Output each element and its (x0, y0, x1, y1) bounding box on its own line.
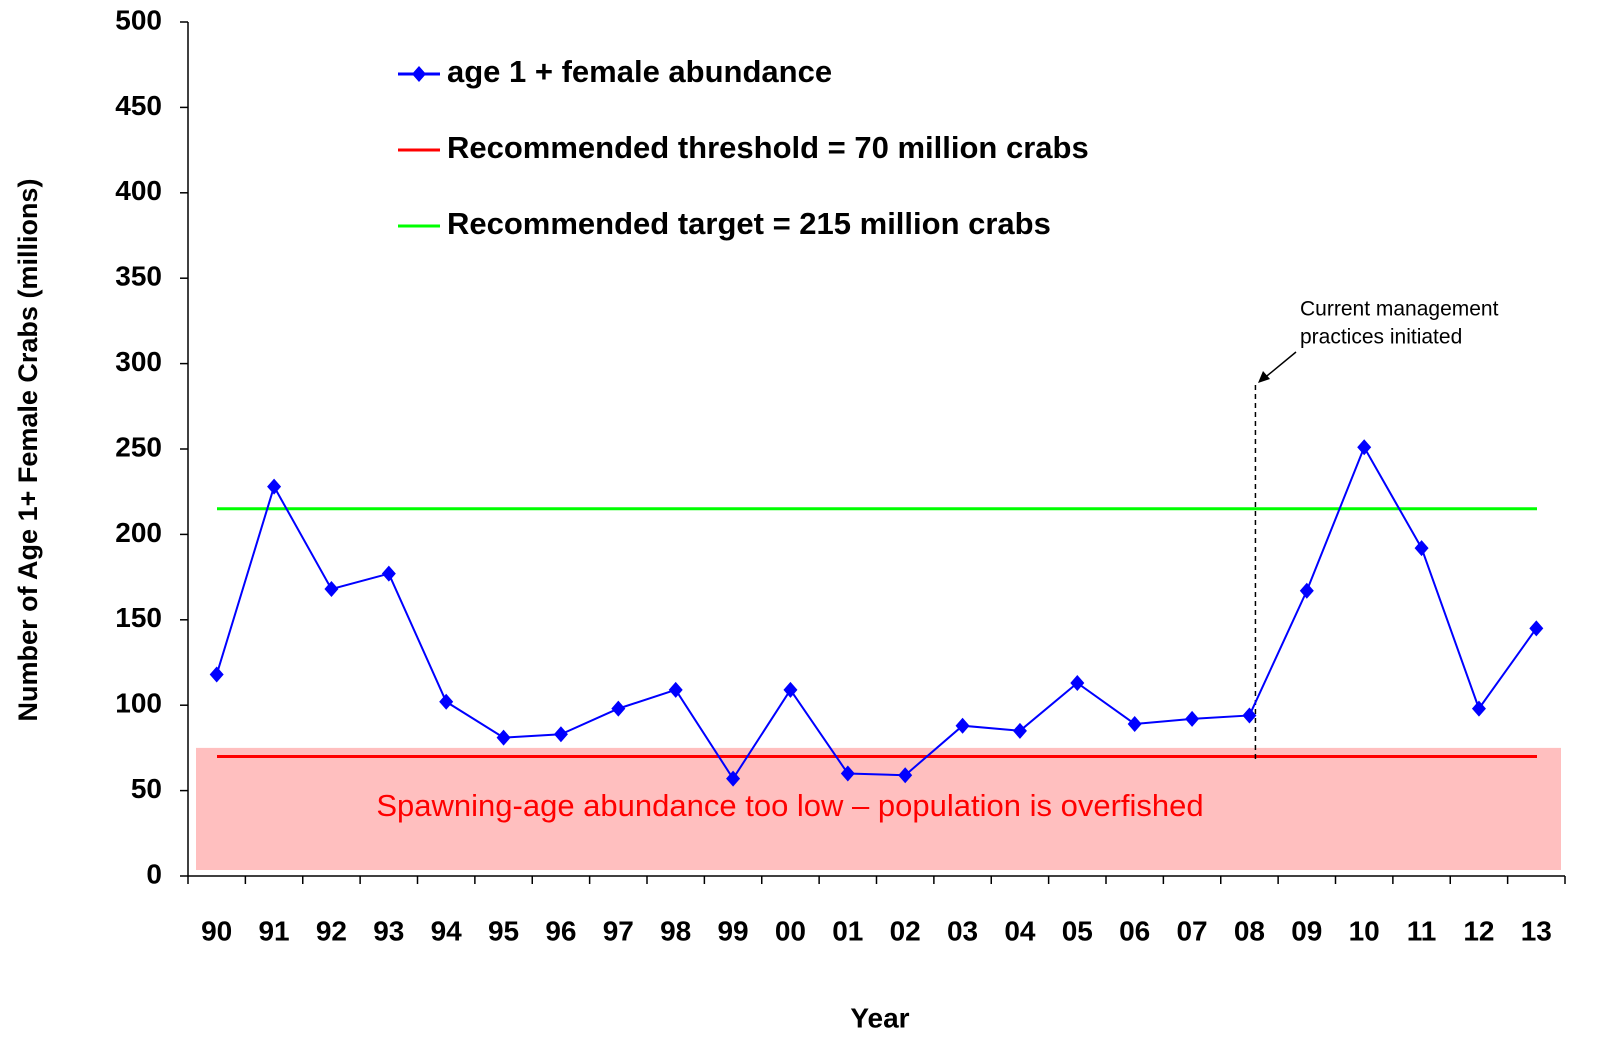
y-tick-label: 100 (115, 688, 162, 719)
annotation-text: practices initiated (1300, 326, 1462, 349)
x-tick-label: 02 (890, 915, 921, 946)
marker (955, 717, 970, 734)
shaded-band (196, 747, 1561, 870)
y-axis-label: Number of Age 1+ Female Crabs (millions) (13, 179, 43, 722)
x-tick-label: 11 (1407, 915, 1437, 946)
x-tick-label: 03 (947, 915, 978, 946)
x-tick-label: 04 (1004, 915, 1036, 946)
x-tick-label: 98 (660, 915, 691, 946)
x-tick-label: 93 (373, 915, 404, 946)
marker (1070, 674, 1085, 691)
x-tick-label: 12 (1463, 915, 1494, 946)
marker (1185, 710, 1200, 727)
marker (668, 681, 683, 698)
arrow-head (1258, 371, 1270, 383)
marker (439, 693, 454, 710)
marker (783, 681, 798, 698)
x-tick-label: 00 (775, 915, 806, 946)
y-tick-label: 450 (115, 90, 162, 121)
band-label: Spawning-age abundance too low – populat… (376, 788, 1203, 823)
y-tick-label: 50 (131, 773, 162, 804)
x-tick-label: 90 (201, 915, 232, 946)
annotation-arrow (1261, 351, 1297, 381)
y-tick-label: 200 (115, 517, 162, 548)
x-tick-label: 06 (1119, 915, 1150, 946)
marker (1529, 620, 1544, 637)
marker (1471, 700, 1486, 717)
marker (898, 767, 913, 784)
x-tick-label: 99 (717, 915, 748, 946)
annotation-text: Current management (1300, 298, 1499, 321)
legend-marker (412, 66, 426, 82)
x-tick-label: 09 (1291, 915, 1322, 946)
marker (496, 729, 511, 746)
marker (267, 478, 282, 495)
marker (840, 765, 855, 782)
marker (1414, 540, 1429, 557)
marker (1242, 707, 1257, 724)
y-tick-label: 350 (115, 261, 162, 292)
y-tick-label: 250 (115, 431, 162, 462)
x-axis-label: Year (850, 1002, 909, 1033)
series-line (215, 444, 1538, 781)
x-tick-label: 91 (258, 915, 289, 946)
marker (1357, 439, 1372, 456)
x-tick-label: 96 (545, 915, 576, 946)
x-tick-label: 95 (488, 915, 519, 946)
x-tick-label: 10 (1349, 915, 1380, 946)
marker (381, 565, 396, 582)
marker (1127, 715, 1142, 732)
marker (209, 666, 224, 683)
y-tick-label: 500 (115, 4, 162, 35)
x-tick-label: 13 (1521, 915, 1552, 946)
y-tick-label: 150 (115, 602, 162, 633)
x-tick-label: 08 (1234, 915, 1265, 946)
x-tick-label: 97 (603, 915, 634, 946)
legend-label: age 1 + female abundance (447, 54, 832, 89)
legend-label: Recommended threshold = 70 million crabs (447, 130, 1089, 165)
x-tick-label: 07 (1176, 915, 1207, 946)
marker (553, 726, 568, 743)
y-tick-label: 0 (146, 858, 162, 889)
marker (324, 581, 339, 598)
x-tick-label: 94 (431, 915, 463, 946)
marker (611, 700, 626, 717)
marker (726, 770, 741, 787)
marker (1299, 582, 1314, 599)
marker (1012, 722, 1027, 739)
y-tick-label: 400 (115, 175, 162, 206)
x-tick-label: 92 (316, 915, 347, 946)
y-tick-label: 300 (115, 346, 162, 377)
legend-label: Recommended target = 215 million crabs (447, 206, 1051, 241)
x-tick-label: 05 (1062, 915, 1093, 946)
x-tick-label: 01 (832, 915, 863, 946)
